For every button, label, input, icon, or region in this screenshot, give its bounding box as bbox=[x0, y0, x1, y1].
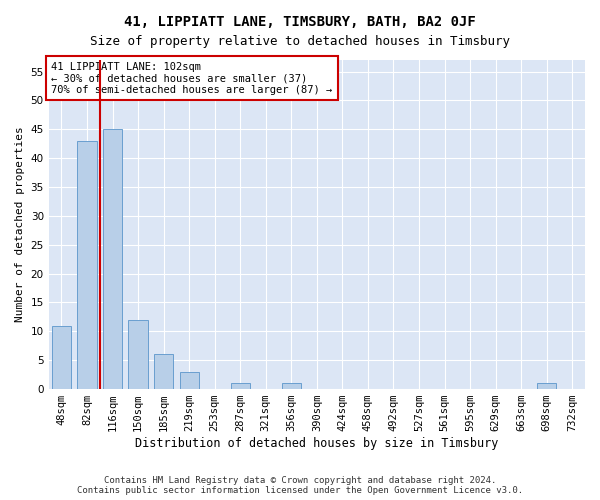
Bar bbox=[154, 354, 173, 389]
Bar bbox=[537, 384, 556, 389]
Bar bbox=[77, 141, 97, 389]
Text: Contains HM Land Registry data © Crown copyright and database right 2024.
Contai: Contains HM Land Registry data © Crown c… bbox=[77, 476, 523, 495]
Y-axis label: Number of detached properties: Number of detached properties bbox=[15, 126, 25, 322]
Bar bbox=[128, 320, 148, 389]
Bar bbox=[282, 384, 301, 389]
Text: Size of property relative to detached houses in Timsbury: Size of property relative to detached ho… bbox=[90, 35, 510, 48]
Bar bbox=[179, 372, 199, 389]
Text: 41, LIPPIATT LANE, TIMSBURY, BATH, BA2 0JF: 41, LIPPIATT LANE, TIMSBURY, BATH, BA2 0… bbox=[124, 15, 476, 29]
Bar bbox=[52, 326, 71, 389]
Bar bbox=[103, 130, 122, 389]
Text: 41 LIPPIATT LANE: 102sqm
← 30% of detached houses are smaller (37)
70% of semi-d: 41 LIPPIATT LANE: 102sqm ← 30% of detach… bbox=[52, 62, 332, 95]
Bar bbox=[230, 384, 250, 389]
X-axis label: Distribution of detached houses by size in Timsbury: Distribution of detached houses by size … bbox=[135, 437, 499, 450]
